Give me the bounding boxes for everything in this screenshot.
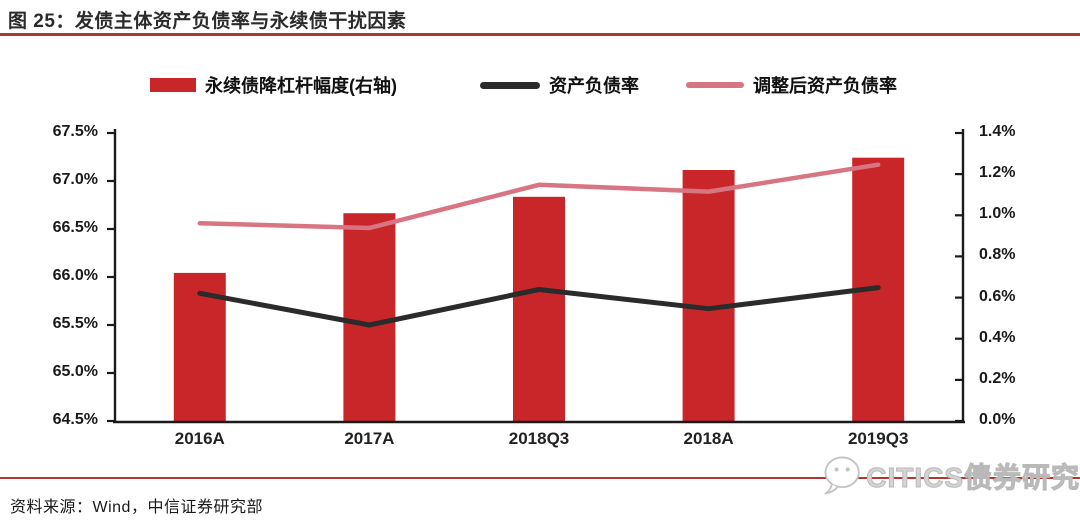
right-axis-label: 0.8%	[979, 246, 1016, 264]
left-axis-label: 66.5%	[52, 219, 98, 236]
source-note: 资料来源：Wind，中信证券研究部	[10, 499, 263, 516]
legend-item-debt-ratio[interactable]: 资产负债率	[480, 72, 639, 98]
bar-2018Q3	[513, 196, 565, 421]
x-axis-label-2018A: 2018A	[683, 429, 734, 448]
figure-title: 图 25：发债主体资产负债率与永续债干扰因素	[8, 11, 407, 32]
x-axis-label-2017A: 2017A	[344, 429, 395, 448]
legend-swatch-bar-icon	[150, 78, 196, 92]
legend-item-perpetual-deleverage[interactable]: 永续债降杠杆幅度(右轴)	[150, 72, 397, 98]
bottom-divider-line	[0, 477, 1080, 479]
x-axis-label-2016A: 2016A	[174, 429, 225, 448]
x-axis-label-2018Q3: 2018Q3	[508, 429, 570, 448]
left-axis-label: 67.5%	[52, 123, 98, 140]
watermark: CITICS债券研究	[818, 450, 1080, 502]
legend-label: 永续债降杠杆幅度(右轴)	[205, 76, 397, 96]
legend-swatch-pink-line-icon	[686, 82, 744, 88]
right-axis-label: 0.6%	[979, 287, 1016, 305]
bar-2018A	[682, 170, 735, 421]
legend-item-adjusted-debt-ratio[interactable]: 调整后资产负债率	[686, 72, 897, 98]
legend-label: 资产负债率	[549, 76, 639, 96]
right-axis-label: 1.0%	[979, 205, 1016, 223]
bar-2017A	[343, 213, 396, 421]
left-axis-label: 67.0%	[52, 171, 98, 188]
legend-label: 调整后资产负债率	[753, 76, 897, 96]
x-axis-label-2019Q3: 2019Q3	[847, 429, 909, 448]
right-axis-label: 0.4%	[979, 328, 1016, 346]
right-axis-label: 1.4%	[979, 123, 1016, 140]
right-axis-label: 0.2%	[979, 369, 1016, 387]
right-axis-label: 1.2%	[979, 164, 1016, 182]
left-axis-label: 65.0%	[52, 363, 98, 380]
left-axis-label: 65.5%	[52, 315, 98, 332]
right-axis-label: 0.0%	[979, 411, 1016, 428]
wechat-icon	[824, 456, 860, 495]
title-underline	[0, 33, 1080, 36]
series-line-1	[197, 162, 881, 231]
series-line-0	[197, 285, 881, 328]
watermark-text: CITICS债券研究	[866, 462, 1080, 494]
legend-swatch-black-line-icon	[480, 81, 540, 89]
left-axis-label: 64.5%	[52, 411, 98, 428]
left-axis-label: 66.0%	[52, 267, 98, 284]
